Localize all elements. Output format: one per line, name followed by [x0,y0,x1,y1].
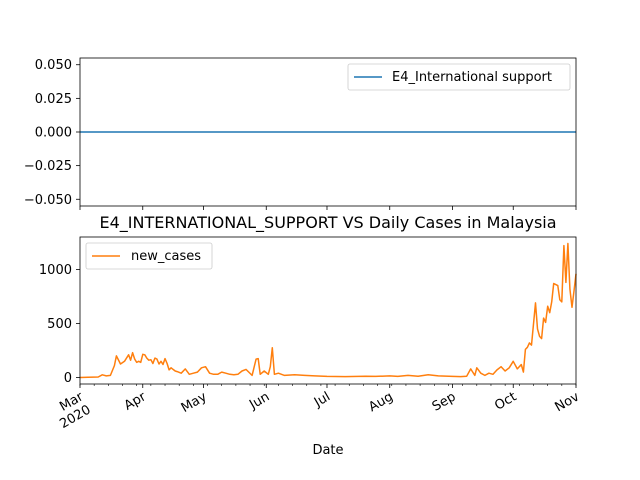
bottom-legend: new_cases [85,242,213,270]
bottom-y-tick-label: 0 [64,371,72,386]
bottom-axes: E4_INTERNATIONAL_SUPPORT VS Daily Cases … [39,213,582,458]
bottom-legend-label: new_cases [131,249,201,264]
top-y-ticks: 0.050 0.025 0.000 −0.025 −0.050 [24,58,80,208]
top-axes-frame [79,57,577,207]
top-y-tick-label: 0.050 [35,58,72,73]
bottom-y-ticks: 0 500 1000 [39,263,80,386]
top-legend-box [347,63,571,91]
top-legend-label: E4_International support [392,70,552,85]
top-y-tick-label: −0.025 [24,159,72,174]
bottom-legend-box [85,242,213,270]
top-legend: E4_International support [347,63,571,91]
bottom-y-tick-label: 1000 [39,263,72,278]
top-y-tick-label: −0.050 [24,193,72,208]
bottom-y-tick-label: 500 [47,317,72,332]
top-y-tick-label: 0.000 [35,126,72,141]
top-axes: 0.050 0.025 0.000 −0.025 −0.050 E4_Internati… [24,57,577,210]
top-x-ticks [79,206,577,210]
top-y-tick-label: 0.025 [35,92,72,107]
x-axis-label: Date [312,443,343,458]
chart-title: E4_INTERNATIONAL_SUPPORT VS Daily Cases … [99,213,556,233]
series-line-new-cases [79,242,577,379]
bottom-axes-frame [79,236,577,385]
bottom-x-tick-label: Jul [311,389,333,410]
